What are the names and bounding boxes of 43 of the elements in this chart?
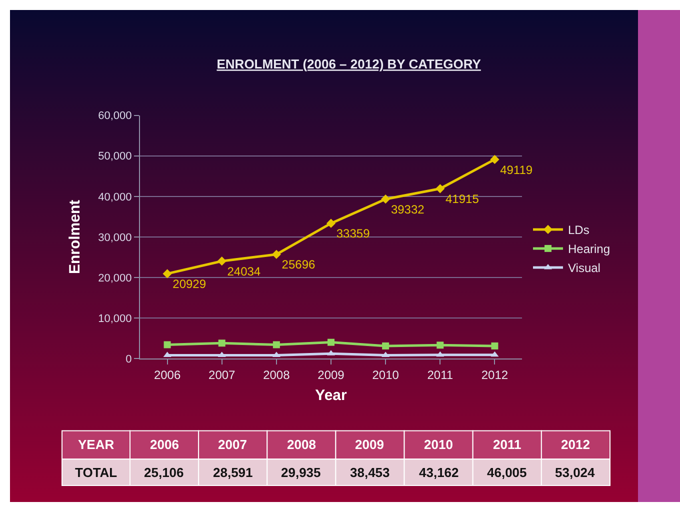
data-label: 24034 — [227, 264, 261, 278]
data-label: 49119 — [500, 162, 533, 177]
x-tick-label: 2012 — [481, 368, 508, 382]
x-tick-label: 2006 — [154, 368, 181, 382]
text: 38,453 — [350, 465, 390, 480]
x-tick-label: 2008 — [263, 368, 290, 382]
y-tick-label: 10,000 — [98, 312, 132, 325]
y-tick-label: 0 — [126, 353, 132, 366]
y-tick-label: 30,000 — [98, 232, 132, 244]
y-axis-title: Enrolment — [66, 200, 84, 274]
legend-label: Hearing — [568, 242, 610, 256]
text: YEAR — [78, 437, 115, 452]
text: 28,591 — [213, 465, 253, 480]
y-tick-label: 40,000 — [98, 191, 132, 204]
chart-title: ENROLMENT (2006 – 2012) BY CATEGORY — [216, 56, 482, 72]
x-tick-label: 2007 — [208, 368, 236, 382]
text: 25,106 — [144, 465, 184, 480]
text: 43,162 — [419, 465, 459, 480]
data-label: 39332 — [390, 202, 425, 216]
category-label: 2010 — [424, 437, 453, 452]
x-tick-label: 2009 — [318, 368, 345, 382]
category-label: 2006 — [150, 437, 179, 452]
category-label: 2012 — [561, 437, 590, 452]
y-tick-label: 20,000 — [98, 272, 132, 284]
x-axis-title: Year — [315, 386, 348, 404]
y-tick-label: 60,000 — [98, 110, 132, 122]
x-tick-label: 2011 — [427, 368, 454, 382]
category-label: 2008 — [287, 437, 316, 452]
category-label: 2009 — [355, 437, 384, 452]
text: TOTAL — [75, 465, 118, 480]
legend-label: LDs — [568, 223, 590, 238]
text: 53,024 — [555, 465, 595, 480]
y-tick-label: 50,000 — [98, 150, 132, 163]
legend-label: Visual — [568, 261, 600, 276]
category-label: 2007 — [218, 437, 247, 452]
data-label: 25696 — [282, 258, 316, 272]
data-label: 33359 — [336, 226, 370, 241]
text: 29,935 — [281, 465, 321, 480]
data-label: 41915 — [446, 192, 480, 206]
category-label: 2011 — [493, 437, 522, 452]
x-tick-label: 2010 — [372, 368, 400, 382]
data-label: 20929 — [172, 277, 206, 292]
text: 46,005 — [487, 465, 527, 480]
